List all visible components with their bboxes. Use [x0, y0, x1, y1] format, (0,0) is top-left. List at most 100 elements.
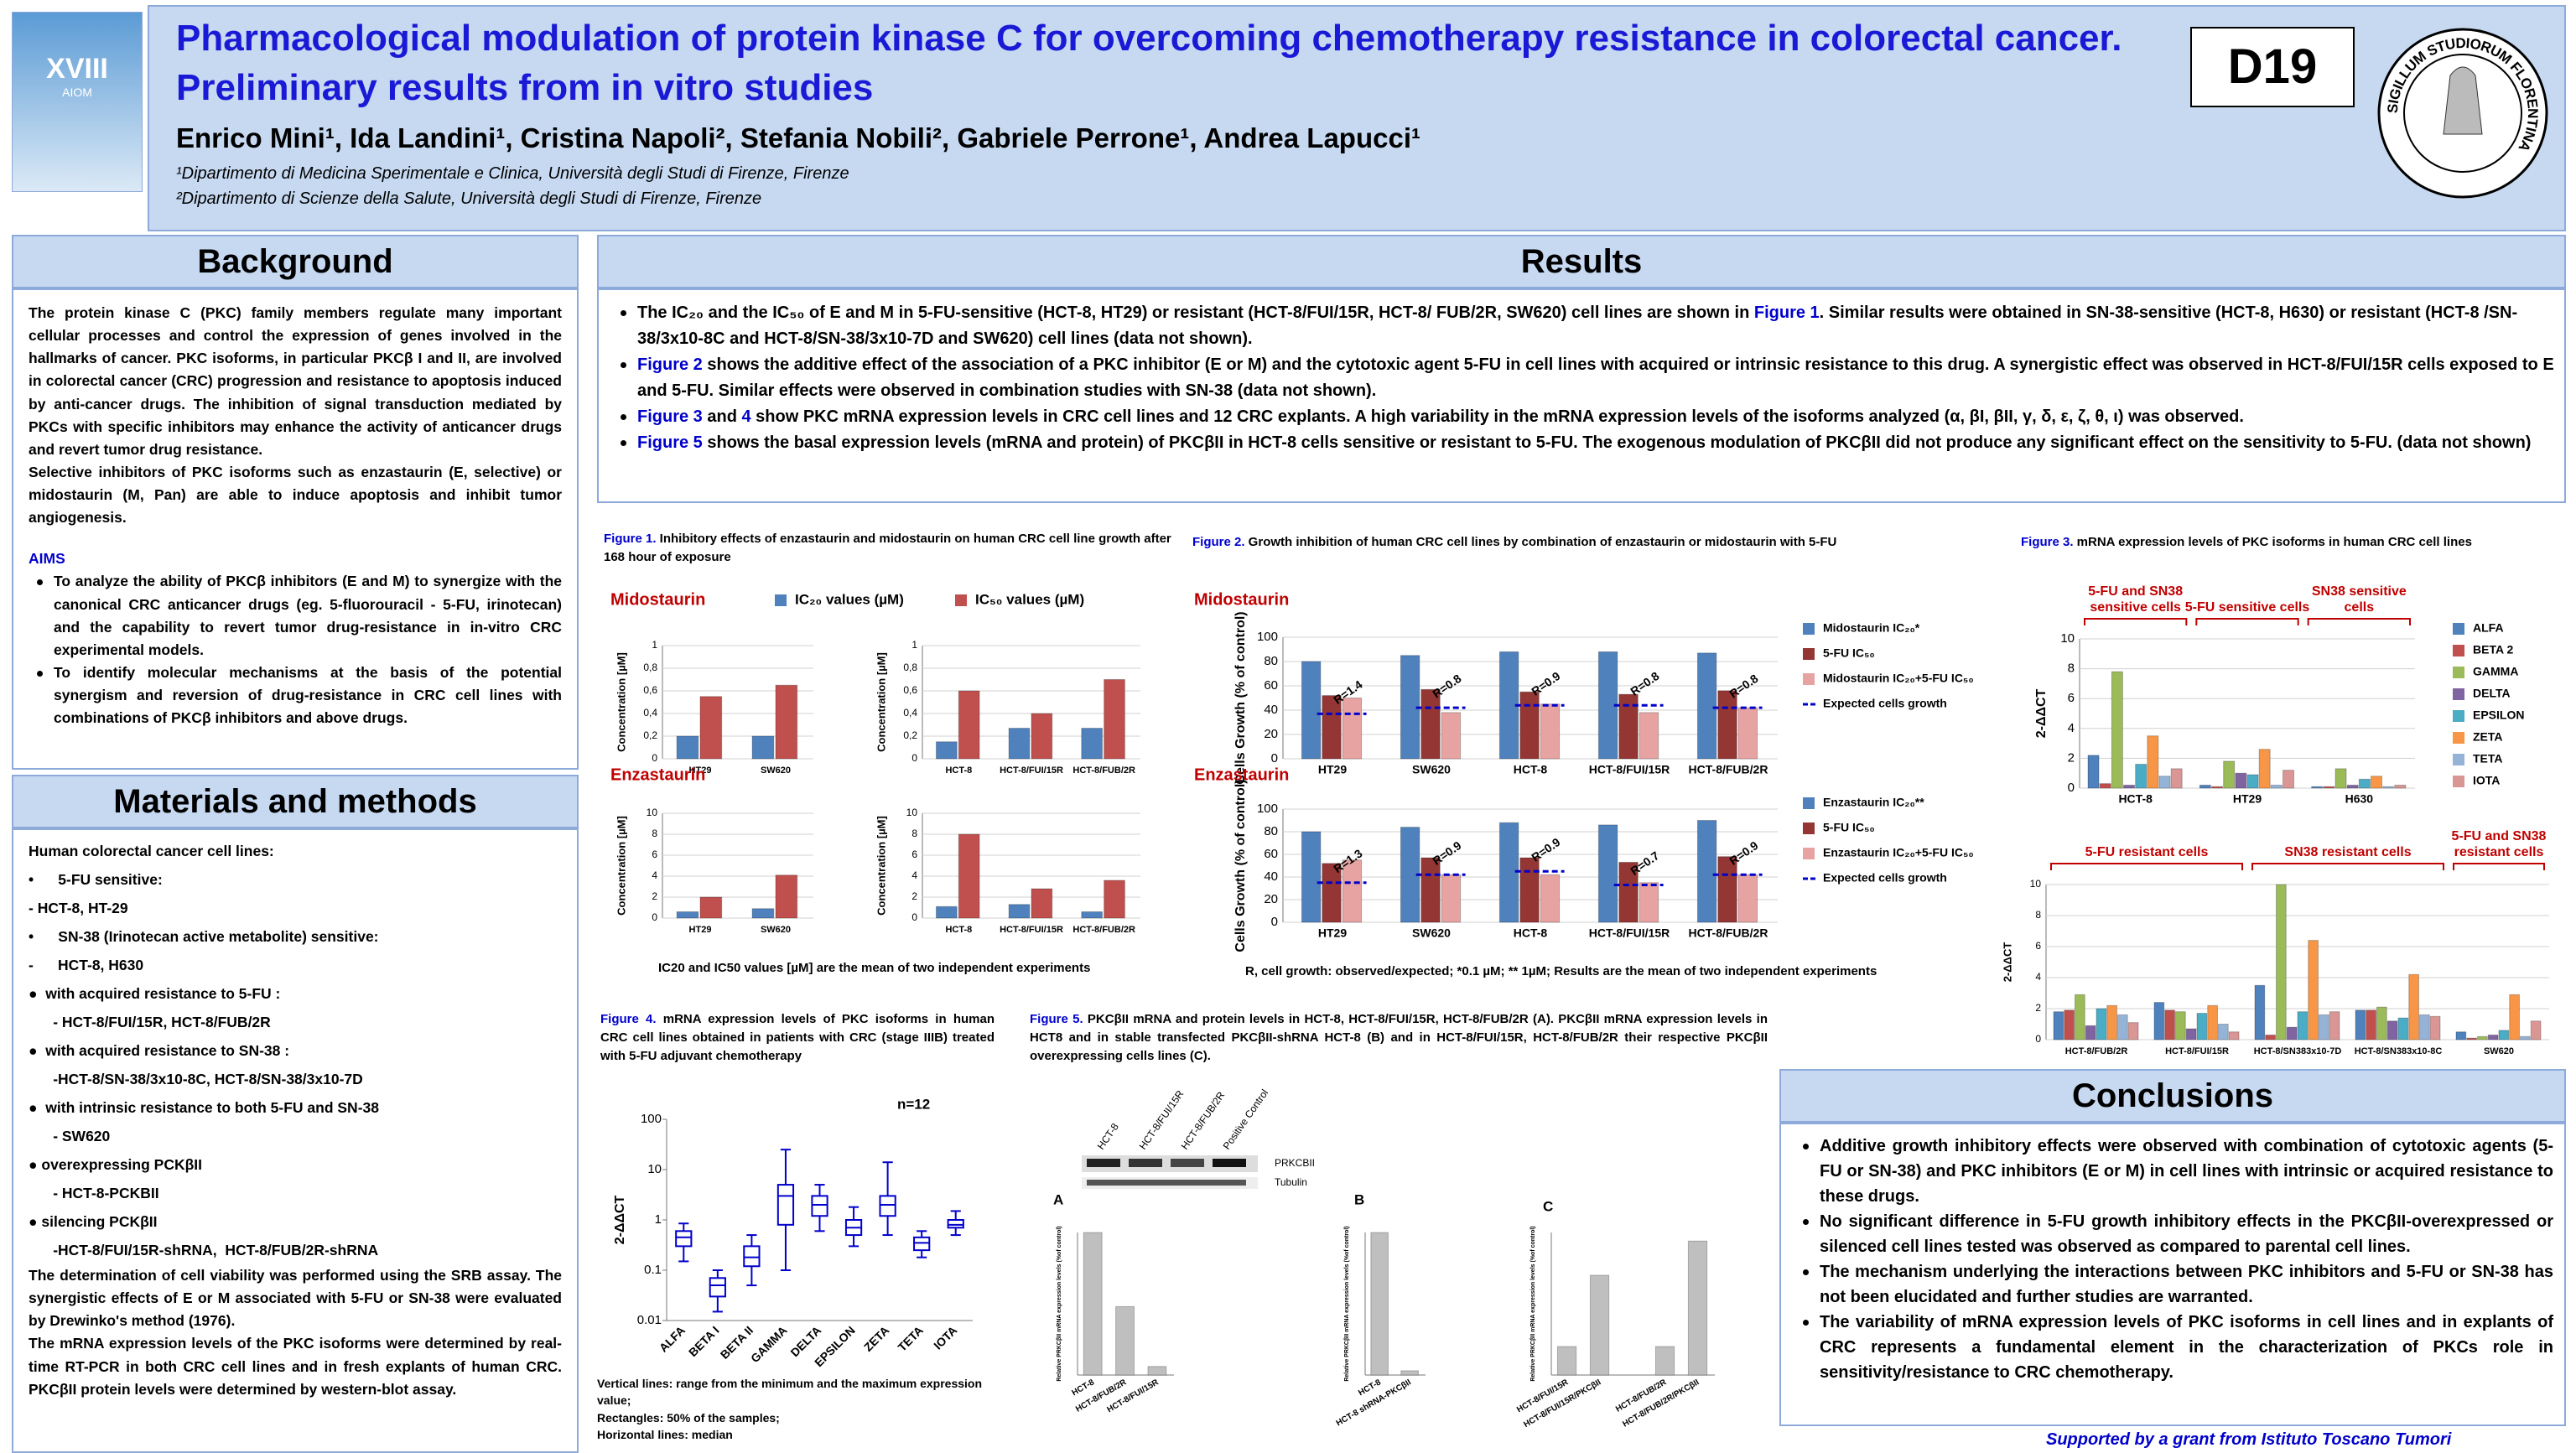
y-tick-label: 100 — [1257, 630, 1278, 644]
y-tick-label: 10 — [2030, 878, 2042, 890]
text-run: shows the basal expression levels (mRNA … — [702, 433, 2532, 452]
bar — [2087, 755, 2100, 789]
bar — [1618, 693, 1639, 760]
y-tick-label: 6 — [652, 848, 657, 860]
legend-swatch — [2453, 710, 2464, 722]
group-bracket — [2251, 863, 2444, 870]
y-tick-label: 40 — [1264, 869, 1278, 884]
blot-band-label: Tubulin — [1275, 1176, 1307, 1188]
y-tick-label: 8 — [2068, 662, 2075, 676]
y-tick-label: 0 — [1271, 751, 1278, 765]
y-tick-label: 10 — [906, 807, 918, 818]
bar — [2099, 783, 2111, 789]
bar — [1639, 882, 1659, 923]
x-tick-label: HCT-8 — [1514, 763, 1548, 776]
y-tick-label: 1 — [652, 639, 657, 651]
bar — [1104, 679, 1125, 760]
annotation: R=0.9 — [1727, 838, 1760, 868]
y-tick-label: 6 — [2068, 691, 2075, 705]
y-tick-label: 2 — [911, 890, 917, 902]
paragraph: Selective inhibitors of PKC isoforms suc… — [29, 463, 562, 527]
bar — [2085, 1025, 2096, 1040]
group-label: SN38 sensitive cells — [2311, 584, 2407, 615]
bar — [2207, 1004, 2218, 1040]
bar — [1654, 1346, 1675, 1376]
bar — [2477, 1035, 2488, 1040]
legend-swatch — [1803, 648, 1815, 660]
bar — [1081, 728, 1104, 760]
bar — [2153, 1002, 2165, 1040]
bar — [2218, 1024, 2229, 1040]
annotation: R=0.9 — [1529, 835, 1562, 864]
y-tick-label: 0 — [1271, 915, 1278, 929]
bar — [1618, 861, 1639, 923]
bar — [2371, 776, 2383, 789]
x-tick-label: HT29 — [1318, 763, 1347, 776]
poster-code: D19 — [2190, 27, 2355, 107]
bar — [1519, 691, 1540, 760]
y-axis-label: 2-ΔΔCT — [2034, 689, 2049, 739]
legend-label: ALFA — [2473, 621, 2504, 635]
bar — [1322, 695, 1342, 760]
legend-swatch — [2453, 688, 2464, 700]
figure-ref: Figure 5 — [637, 433, 703, 452]
y-tick-label: 1 — [911, 639, 917, 651]
figure-label: Figure 2. — [1192, 535, 1245, 549]
y-tick-label: 4 — [652, 869, 657, 881]
conclusion-bullet: Additive growth inhibitory effects were … — [1794, 1134, 2553, 1209]
bar — [1639, 712, 1659, 760]
bar — [1031, 888, 1053, 919]
bar — [1104, 880, 1125, 919]
legend-swatch — [2453, 732, 2464, 744]
caption-text: mRNA expression levels of PKC isoforms i… — [2073, 535, 2472, 549]
annotation: R=0.9 — [1529, 669, 1562, 698]
figure-note: R, cell growth: observed/expected; *0.1 … — [1245, 964, 1877, 978]
section-box — [12, 288, 579, 770]
y-axis-label: Cells Growth (% of control) — [1233, 779, 1248, 952]
x-tick-label: HCT-8/FUI/15R — [1000, 925, 1063, 935]
bar — [2419, 1014, 2430, 1040]
x-tick-label: HCT-8 — [945, 925, 972, 935]
bar — [2258, 749, 2271, 789]
annotation: R=0.7 — [1628, 848, 1661, 878]
bar — [1147, 1366, 1167, 1376]
bar — [2311, 786, 2324, 789]
figure-caption: Figure 5. PKCβII mRNA and protein levels… — [1030, 1010, 1768, 1065]
list-line: -HCT-8/FUI/15R-shRNA, HCT-8/FUB/2R-shRNA — [29, 1242, 379, 1258]
y-axis-label: 2-ΔΔCT — [2001, 942, 2013, 983]
conclusion-bullet: The mechanism underlying the interaction… — [1794, 1259, 2553, 1310]
bar — [2199, 784, 2211, 789]
aim: To identify molecular mechanisms at the … — [29, 662, 562, 729]
aims-heading: AIMS — [29, 550, 65, 568]
box — [879, 1195, 896, 1217]
chart-title: Enzastaurin — [1194, 765, 1289, 784]
caption-text: PKCβII mRNA and protein levels in HCT-8,… — [1030, 1012, 1768, 1063]
figure-label: Figure 3. — [2021, 535, 2074, 549]
legend-label: IC₅₀ values (µM) — [975, 591, 1084, 607]
bar — [2355, 1009, 2366, 1040]
bar — [1589, 1274, 1610, 1376]
y-tick-label: 80 — [1264, 824, 1278, 838]
y-tick-label: 100 — [641, 1112, 662, 1126]
bar — [676, 911, 699, 919]
figure-label: Figure 4. — [600, 1012, 657, 1026]
bar — [1696, 652, 1717, 760]
list-line: • SN-38 (Irinotecan active metabolite) s… — [29, 928, 379, 945]
x-tick-label: HCT-8/FUI/15R — [1589, 926, 1670, 940]
x-tick-label: HT29 — [689, 765, 712, 776]
y-tick-label: 0 — [652, 752, 657, 764]
y-tick-label: 8 — [911, 828, 917, 839]
bar — [1737, 874, 1758, 923]
bar — [2297, 1011, 2309, 1040]
footer: Supported by a grant from Istituto Tosca… — [2046, 1430, 2452, 1449]
y-axis-label: Concentration [µM] — [875, 816, 887, 916]
figure-caption: Figure 3. mRNA expression levels of PKC … — [2021, 533, 2566, 552]
box — [811, 1195, 828, 1217]
bar — [958, 833, 980, 919]
bar — [2358, 778, 2371, 789]
x-tick-label: ZETA — [861, 1323, 891, 1353]
figure-notes: Vertical lines: range from the minimum a… — [597, 1375, 1000, 1443]
legend-label: 5-FU IC₅₀ — [1823, 646, 1875, 660]
blot-band — [1171, 1159, 1204, 1167]
x-tick-label: HCT-8/FUB/2R — [2065, 1046, 2128, 1056]
